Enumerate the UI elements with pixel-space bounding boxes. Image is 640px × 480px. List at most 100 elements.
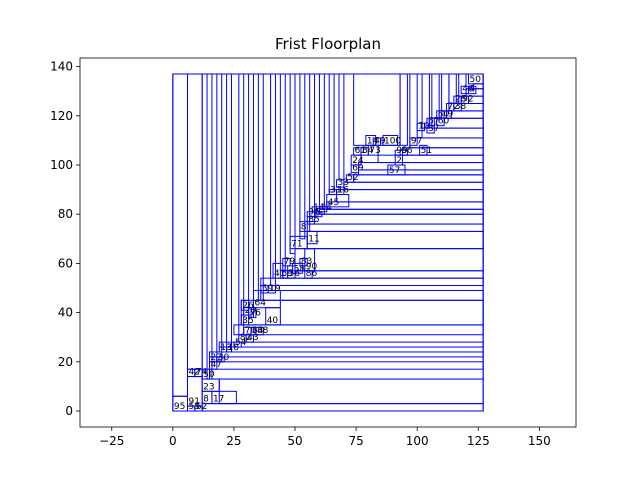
room-label: 54 <box>235 338 247 348</box>
room-label: 100 <box>384 136 401 146</box>
room-rect <box>467 85 477 95</box>
room-rect <box>309 73 316 223</box>
room-label: 19 <box>269 284 281 294</box>
room-label: 72 <box>448 102 459 112</box>
room-rect <box>257 73 264 301</box>
room-rect <box>377 154 484 164</box>
x-tick-label: 100 <box>406 434 429 448</box>
room-label: 56 <box>289 269 301 279</box>
room-label: 83 <box>301 257 312 267</box>
room-rect <box>294 248 484 272</box>
x-tick-label: 50 <box>287 434 302 448</box>
room-rect <box>448 73 457 105</box>
room-label: 85 <box>308 215 319 225</box>
room-rect <box>314 213 484 225</box>
room-label: 82 <box>240 333 251 343</box>
room-label: 31 <box>330 186 341 196</box>
room-label: 88 <box>257 326 269 336</box>
x-tick-label: 25 <box>226 434 241 448</box>
room-rect <box>260 277 484 287</box>
room-label: 73 <box>369 146 380 156</box>
y-tick-label: 140 <box>50 60 73 74</box>
x-tick-label: 150 <box>528 434 551 448</box>
room-rect <box>208 351 484 358</box>
room-label: 17 <box>213 395 224 405</box>
room-label: 51 <box>421 146 432 156</box>
room-rect <box>326 201 484 210</box>
room-rect <box>306 230 484 250</box>
room-label: 80 <box>438 109 450 119</box>
room-rect <box>187 73 203 370</box>
room-label: 95 <box>174 402 185 412</box>
y-tick-label: 80 <box>58 207 73 221</box>
room-label: 58 <box>294 264 306 274</box>
room-label: 9 <box>448 109 454 119</box>
room-rect <box>270 73 276 287</box>
room-label: 23 <box>203 382 214 392</box>
room-rect <box>206 73 213 380</box>
room-label: 45 <box>328 198 339 208</box>
x-tick-label: −25 <box>99 434 124 448</box>
room-label: 43 <box>247 333 258 343</box>
room-label: 91 <box>189 397 200 407</box>
room-rect <box>292 262 303 274</box>
room-label: 40 <box>267 316 279 326</box>
room-label: 13 <box>220 343 231 353</box>
room-rect <box>208 361 484 370</box>
x-tick-label: 0 <box>169 434 177 448</box>
plot-frame <box>79 57 577 428</box>
room-label: 4 <box>469 85 475 95</box>
room-rect <box>255 326 264 336</box>
room-label: 60 <box>438 117 450 127</box>
room-label: 76 <box>250 309 262 319</box>
room-rect <box>260 289 484 301</box>
y-tick-label: 20 <box>58 355 73 369</box>
room-label: 38 <box>455 102 467 112</box>
room-label: 66 <box>401 146 413 156</box>
room-label: 71 <box>291 240 302 250</box>
room-rect <box>218 378 484 405</box>
room-rect <box>353 174 484 183</box>
room-label: 37 <box>428 124 439 134</box>
y-tick-label: 120 <box>50 109 73 123</box>
room-label: 8 <box>301 222 307 232</box>
room-rect <box>201 403 484 412</box>
room-label: 97 <box>411 136 422 146</box>
room-rect <box>399 73 408 146</box>
room-rect <box>336 189 484 203</box>
room-label: 81 <box>316 208 327 218</box>
room-rect <box>402 147 484 156</box>
room-rect <box>226 73 232 348</box>
room-label: 92 <box>462 95 473 105</box>
x-tick-label: 125 <box>467 434 490 448</box>
room-rect <box>201 368 210 380</box>
room-label: 79 <box>284 257 296 267</box>
room-label: 11 <box>308 235 319 245</box>
room-label: 10 <box>418 122 430 132</box>
room-label: 20 <box>245 306 257 316</box>
room-rect <box>318 73 325 208</box>
x-tick-label: 75 <box>348 434 363 448</box>
room-label: 52 <box>347 173 358 183</box>
chart-title: Frist Floorplan <box>275 35 381 53</box>
room-label: 67 <box>428 117 439 127</box>
room-rect <box>172 73 189 397</box>
room-label: 2 <box>396 156 402 166</box>
room-label: 86 <box>306 269 318 279</box>
room-rect <box>458 73 467 97</box>
room-label: 8 <box>203 395 209 405</box>
room-rect <box>472 83 484 90</box>
room-label: 30 <box>218 353 230 363</box>
room-rect <box>409 73 418 139</box>
room-label: 41 <box>274 269 285 279</box>
room-rect <box>299 73 306 240</box>
y-tick-label: 100 <box>50 158 73 172</box>
room-rect <box>279 73 286 272</box>
room-rect <box>353 73 401 146</box>
room-label: 55 <box>189 402 200 412</box>
room-rect <box>233 324 484 336</box>
room-label: 47 <box>210 360 221 370</box>
room-rect <box>299 257 308 267</box>
